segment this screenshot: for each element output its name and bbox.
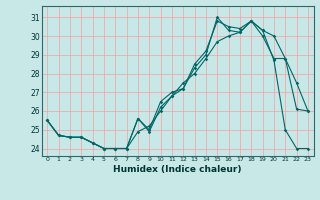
X-axis label: Humidex (Indice chaleur): Humidex (Indice chaleur) xyxy=(113,165,242,174)
